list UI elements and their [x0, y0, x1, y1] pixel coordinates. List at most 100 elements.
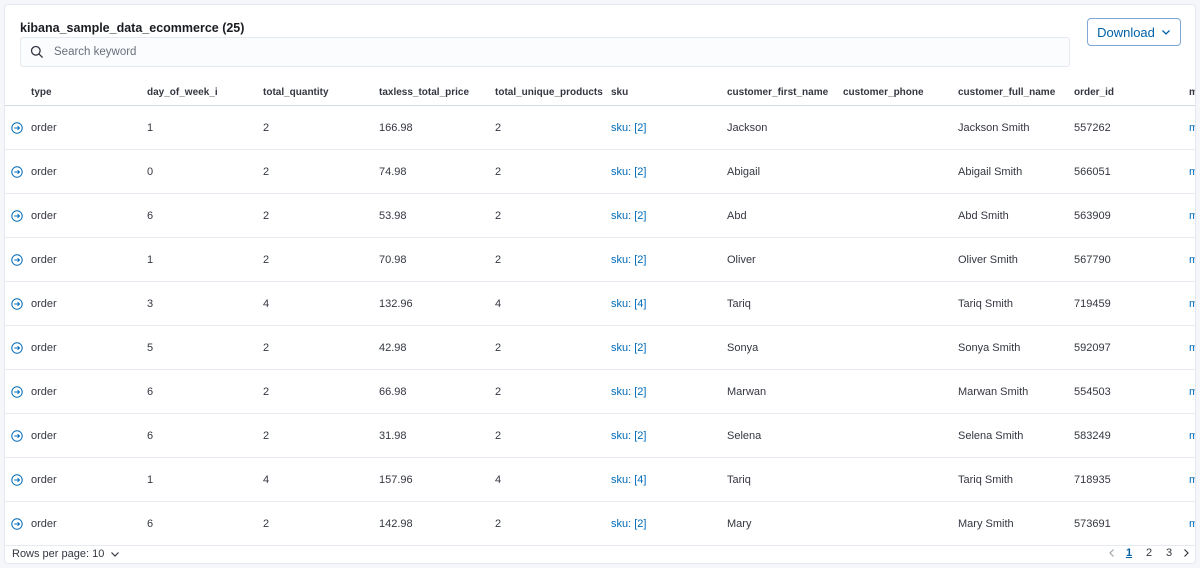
cell-m[interactable]: m — [1189, 166, 1195, 178]
cell-order-id: 557262 — [1074, 122, 1111, 134]
expand-row-icon[interactable] — [11, 474, 23, 486]
chevron-left-icon — [1109, 549, 1114, 557]
column-header-4[interactable]: total_unique_products — [495, 87, 603, 98]
cell-sku[interactable]: sku: [2] — [611, 342, 647, 354]
expand-row-icon[interactable] — [11, 298, 23, 310]
table-row: order 5 2 42.98 2 sku: [2] Sonya Sonya Smith 592… — [5, 326, 1195, 370]
cell-total-quantity: 2 — [263, 210, 270, 222]
cell-order-id: 567790 — [1074, 254, 1111, 266]
cell-sku[interactable]: sku: [2] — [611, 122, 647, 134]
column-header-3[interactable]: taxless_total_price — [379, 87, 470, 98]
cell-customer-first-name: Tariq — [727, 474, 751, 486]
cell-m[interactable]: m — [1189, 430, 1195, 442]
cell-sku[interactable]: sku: [4] — [611, 298, 647, 310]
cell-customer-full-name: Abigail Smith — [958, 166, 1023, 178]
cell-total-unique-products: 2 — [495, 342, 502, 354]
column-header-9[interactable]: order_id — [1074, 87, 1115, 98]
table-body: order 1 2 166.98 2 sku: [2] Jackson Jackson Smi… — [5, 106, 1195, 546]
cell-type: order — [31, 518, 57, 530]
cell-total-quantity: 2 — [263, 254, 270, 266]
column-header-8[interactable]: customer_full_name — [958, 87, 1056, 98]
download-button[interactable]: Download — [1087, 18, 1181, 46]
page-button-1[interactable]: 1 — [1125, 547, 1133, 559]
cell-total-unique-products: 4 — [495, 298, 502, 310]
expand-row-icon[interactable] — [11, 122, 23, 134]
page-button-3[interactable]: 3 — [1165, 547, 1173, 559]
expand-row-icon[interactable] — [11, 386, 23, 398]
cell-sku[interactable]: sku: [2] — [611, 518, 647, 530]
cell-customer-first-name: Abigail — [727, 166, 761, 178]
cell-total-quantity: 2 — [263, 166, 270, 178]
cell-total-unique-products: 2 — [495, 386, 502, 398]
cell-type: order — [31, 474, 57, 486]
cell-order-id: 573691 — [1074, 518, 1111, 530]
cell-order-id: 566051 — [1074, 166, 1111, 178]
cell-customer-first-name: Sonya — [727, 342, 759, 354]
cell-sku[interactable]: sku: [4] — [611, 474, 647, 486]
cell-sku[interactable]: sku: [2] — [611, 210, 647, 222]
cell-customer-full-name: Abd Smith — [958, 210, 1009, 222]
cell-m[interactable]: m — [1189, 386, 1195, 398]
cell-type: order — [31, 210, 57, 222]
cell-sku[interactable]: sku: [2] — [611, 386, 647, 398]
previous-page-button[interactable] — [1105, 548, 1119, 558]
cell-sku[interactable]: sku: [2] — [611, 430, 647, 442]
cell-total-quantity: 4 — [263, 474, 270, 486]
table-row: order 3 4 132.96 4 sku: [4] Tariq Tariq Smith 71… — [5, 282, 1195, 326]
cell-order-id: 583249 — [1074, 430, 1111, 442]
cell-customer-first-name: Selena — [727, 430, 762, 442]
cell-customer-first-name: Mary — [727, 518, 752, 530]
column-header-10[interactable]: m — [1189, 87, 1195, 98]
column-header-7[interactable]: customer_phone — [843, 87, 924, 98]
column-header-0[interactable]: type — [31, 87, 52, 98]
cell-sku[interactable]: sku: [2] — [611, 254, 647, 266]
cell-taxless-total-price: 42.98 — [379, 342, 407, 354]
cell-type: order — [31, 166, 57, 178]
cell-order-id: 592097 — [1074, 342, 1111, 354]
table-row: order 1 2 70.98 2 sku: [2] Oliver Oliver Smith 5… — [5, 238, 1195, 282]
cell-m[interactable]: m — [1189, 210, 1195, 222]
cell-customer-first-name: Tariq — [727, 298, 751, 310]
table-row: order 6 2 142.98 2 sku: [2] Mary Mary Smith 5736… — [5, 502, 1195, 546]
cell-total-unique-products: 2 — [495, 254, 502, 266]
cell-taxless-total-price: 53.98 — [379, 210, 407, 222]
cell-type: order — [31, 254, 57, 266]
data-table: type day_of_week_i total_quantity taxless_t… — [5, 81, 1195, 546]
cell-customer-full-name: Marwan Smith — [958, 386, 1029, 398]
cell-m[interactable]: m — [1189, 254, 1195, 266]
table-row: order 6 2 66.98 2 sku: [2] Marwan Marwan Smith 5… — [5, 370, 1195, 414]
next-page-button[interactable] — [1179, 548, 1193, 558]
cell-total-quantity: 2 — [263, 122, 270, 134]
search-box — [20, 37, 1070, 67]
cell-m[interactable]: m — [1189, 342, 1195, 354]
cell-m[interactable]: m — [1189, 518, 1195, 530]
column-header-6[interactable]: customer_first_name — [727, 87, 829, 98]
page-button-2[interactable]: 2 — [1145, 547, 1153, 559]
cell-customer-first-name: Abd — [727, 210, 747, 222]
column-header-2[interactable]: total_quantity — [263, 87, 329, 98]
cell-m[interactable]: m — [1189, 298, 1195, 310]
cell-total-unique-products: 4 — [495, 474, 502, 486]
table-row: order 6 2 31.98 2 sku: [2] Selena Selena Smith 5… — [5, 414, 1195, 458]
expand-row-icon[interactable] — [11, 166, 23, 178]
column-header-5[interactable]: sku — [611, 87, 629, 98]
expand-row-icon[interactable] — [11, 430, 23, 442]
cell-day-of-week-i: 0 — [147, 166, 154, 178]
table-title: kibana_sample_data_ecommerce (25) — [20, 21, 245, 35]
table-row: order 1 2 166.98 2 sku: [2] Jackson Jackson Smi… — [5, 106, 1195, 150]
expand-row-icon[interactable] — [11, 254, 23, 266]
rows-per-page-label: Rows per page: 10 — [12, 548, 105, 560]
cell-m[interactable]: m — [1189, 122, 1195, 134]
column-header-1[interactable]: day_of_week_i — [147, 87, 218, 98]
download-button-label: Download — [1097, 24, 1155, 40]
cell-m[interactable]: m — [1189, 474, 1195, 486]
expand-row-icon[interactable] — [11, 342, 23, 354]
cell-type: order — [31, 386, 57, 398]
cell-day-of-week-i: 1 — [147, 254, 154, 266]
expand-row-icon[interactable] — [11, 518, 23, 530]
rows-per-page-selector[interactable]: Rows per page: 10 — [12, 548, 120, 560]
cell-sku[interactable]: sku: [2] — [611, 166, 647, 178]
cell-total-quantity: 4 — [263, 298, 270, 310]
search-input[interactable] — [52, 45, 956, 59]
expand-row-icon[interactable] — [11, 210, 23, 222]
